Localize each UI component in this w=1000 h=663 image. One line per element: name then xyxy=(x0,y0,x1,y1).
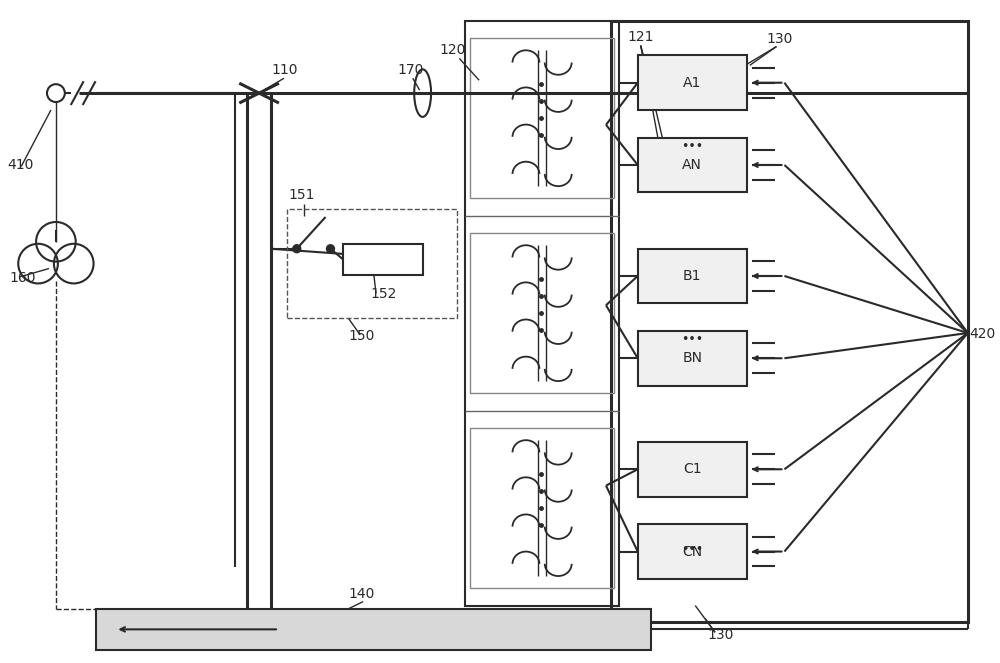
Circle shape xyxy=(326,245,334,253)
Text: 130: 130 xyxy=(767,32,793,46)
Text: •••: ••• xyxy=(681,140,703,153)
Bar xyxy=(638,249,747,303)
Bar xyxy=(470,428,614,588)
Circle shape xyxy=(293,245,301,253)
Text: 160: 160 xyxy=(9,271,36,285)
Text: 170: 170 xyxy=(398,63,424,78)
Text: 120: 120 xyxy=(439,44,466,58)
Text: •••: ••• xyxy=(681,333,703,347)
Text: 121: 121 xyxy=(628,30,654,44)
Bar xyxy=(470,233,614,393)
Text: 150: 150 xyxy=(348,329,375,343)
Text: 151: 151 xyxy=(289,188,315,202)
Text: A1: A1 xyxy=(683,76,701,90)
Bar xyxy=(638,138,747,192)
Text: 420: 420 xyxy=(970,327,996,341)
Bar xyxy=(287,209,457,318)
Text: CN: CN xyxy=(682,544,702,558)
Text: •••: ••• xyxy=(681,542,703,556)
Text: C1: C1 xyxy=(683,462,702,476)
Text: 140: 140 xyxy=(348,587,375,601)
Bar xyxy=(638,524,747,579)
Bar xyxy=(611,21,968,623)
Bar xyxy=(638,56,747,110)
Bar xyxy=(96,609,651,650)
Text: AN: AN xyxy=(682,158,702,172)
Bar xyxy=(470,38,614,198)
Text: 152: 152 xyxy=(370,287,396,301)
Text: 110: 110 xyxy=(271,63,297,78)
Bar xyxy=(638,331,747,385)
Bar xyxy=(343,244,423,276)
Text: 410: 410 xyxy=(7,158,34,172)
Text: BN: BN xyxy=(682,351,702,365)
Text: 130: 130 xyxy=(707,629,733,642)
Bar xyxy=(638,442,747,497)
Bar xyxy=(465,21,619,605)
Text: B1: B1 xyxy=(683,269,701,283)
